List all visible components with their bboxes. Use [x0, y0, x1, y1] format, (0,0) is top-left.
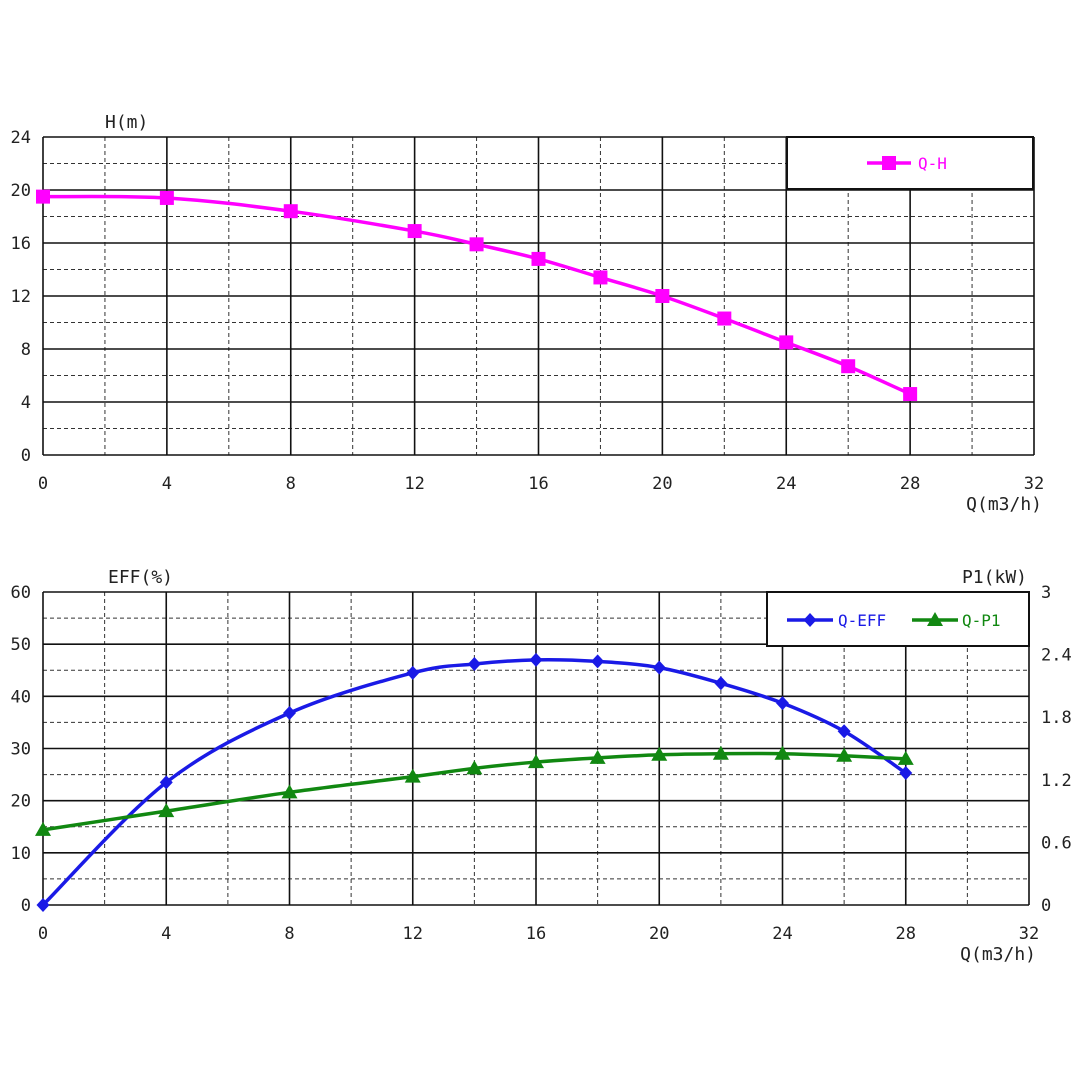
qh-data-point [469, 237, 484, 252]
p1-data-point [404, 768, 421, 783]
qh-data-point [717, 311, 732, 326]
p1-data-point [35, 821, 51, 836]
eff-data-point [36, 898, 50, 912]
qh-data-point [407, 224, 422, 239]
x-tick-label: 28 [900, 474, 920, 494]
x-tick-label: 28 [896, 924, 916, 944]
qh-chart: 0 4 8 12 16 20 24 0 4 8 12 16 20 24 28 32 H(m) Q(m3/h) Q-H [11, 112, 1045, 515]
qh-data-point [903, 387, 918, 402]
x-tick-label: 32 [1019, 924, 1039, 944]
legend-p1-marker [927, 612, 943, 626]
x-tick-label: 20 [649, 924, 669, 944]
y-tick-label: 12 [11, 287, 31, 307]
qh-data-point [283, 204, 298, 219]
y2-tick-label: 1.8 [1041, 708, 1072, 728]
y-tick-label: 50 [11, 635, 31, 655]
p1-data-point [712, 745, 729, 760]
eff-data-point [714, 676, 728, 691]
y-tick-label: 4 [21, 393, 31, 413]
legend-eff-marker [803, 613, 817, 627]
x-tick-label: 12 [403, 924, 423, 944]
y2-tick-label: 0.6 [1041, 833, 1072, 853]
eff-data-point [899, 766, 913, 781]
qh-data-point [655, 289, 670, 303]
p1-data-point [528, 754, 544, 769]
qh-data-point [159, 190, 174, 205]
y-tick-label: 16 [11, 234, 31, 254]
x-tick-label: 8 [286, 474, 296, 494]
qh-data-point [531, 251, 546, 266]
p1-data-point [897, 750, 914, 765]
eff-data-point [467, 656, 481, 671]
x-tick-label: 24 [776, 474, 796, 494]
y2-tick-label: 1.2 [1041, 771, 1072, 791]
x-axis-title: Q(m3/h) [960, 944, 1036, 965]
y-tick-label: 40 [11, 687, 31, 707]
eff-data-point [652, 660, 666, 675]
p1-data-point [836, 747, 853, 762]
x-tick-label: 32 [1024, 474, 1044, 494]
y-tick-label: 20 [11, 792, 31, 812]
eff-data-point [406, 665, 420, 680]
legend-p1-label: Q-P1 [962, 611, 1001, 630]
x-tick-label: 8 [284, 924, 294, 944]
p1-data-point [281, 784, 298, 799]
y-tick-label: 60 [11, 583, 31, 603]
y-axis-title: H(m) [105, 112, 148, 133]
y-tick-label: 8 [21, 340, 31, 360]
y2-axis-title: P1(kW) [962, 567, 1027, 588]
y-tick-label: 0 [21, 896, 31, 916]
y2-tick-label: 0 [1041, 896, 1051, 916]
legend-qh-label: Q-H [918, 154, 947, 173]
x-tick-label: 4 [162, 474, 172, 494]
y2-tick-label: 2.4 [1041, 646, 1072, 666]
y-tick-label: 20 [11, 181, 31, 201]
y-tick-label: 10 [11, 844, 31, 864]
qh-data-point [779, 335, 794, 350]
legend-eff-label: Q-EFF [838, 611, 886, 630]
y-tick-label: 0 [21, 446, 31, 466]
y-tick-label: 24 [11, 128, 31, 148]
eff-data-point [837, 724, 851, 739]
y2-tick-label: 3 [1041, 583, 1051, 603]
x-tick-label: 0 [38, 474, 48, 494]
y-axis-title: EFF(%) [108, 567, 173, 588]
p1-data-point [651, 746, 668, 761]
x-tick-label: 16 [528, 474, 548, 494]
legend-qh-marker [882, 156, 896, 170]
p1-data-point [589, 749, 606, 764]
p1-data-point [774, 745, 791, 760]
eff-data-point [776, 696, 789, 711]
eff-data-point [283, 706, 296, 721]
x-tick-label: 12 [404, 474, 424, 494]
x-tick-label: 4 [161, 924, 171, 944]
eff-data-point [159, 775, 173, 790]
qh-data-point [841, 359, 856, 374]
x-tick-label: 0 [38, 924, 48, 944]
p1-data-point [158, 803, 175, 818]
x-tick-label: 20 [652, 474, 672, 494]
x-tick-label: 24 [772, 924, 792, 944]
eff-data-point [529, 652, 543, 667]
p1-data-point [466, 760, 483, 775]
qh-data-point [593, 270, 608, 285]
eff-data-point [591, 654, 605, 669]
x-axis-title: Q(m3/h) [966, 494, 1042, 515]
x-tick-label: 16 [526, 924, 546, 944]
qh-data-point [36, 189, 50, 204]
y-tick-label: 30 [11, 740, 31, 760]
